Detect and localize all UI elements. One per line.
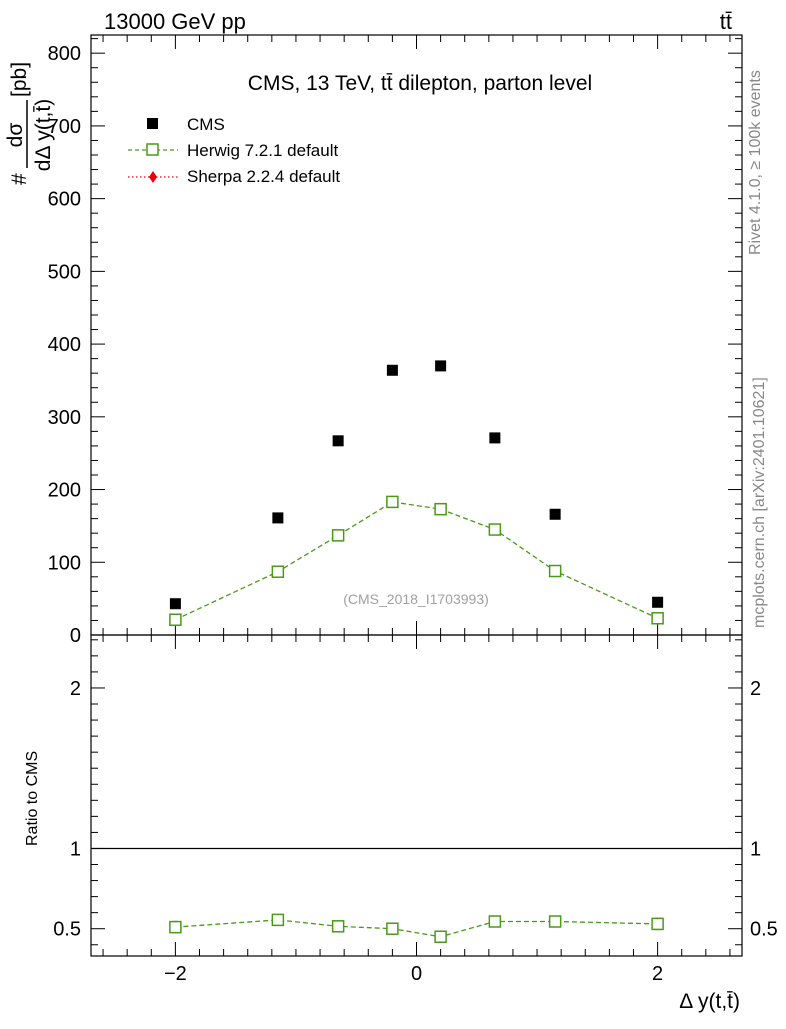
ratio-herwig-point [331, 920, 345, 933]
ratio-series [169, 913, 664, 943]
watermark: (CMS_2018_I1703993) [343, 591, 489, 607]
cms-point [272, 512, 284, 524]
legend-herwig-label: Herwig 7.2.1 default [187, 141, 338, 160]
y-tick-label: 200 [48, 480, 81, 502]
ratio-herwig-point [386, 922, 399, 935]
herwig-line [175, 501, 658, 621]
y-axis-label-ratio: Ratio to CMS [24, 751, 41, 846]
y-tick-label: 700 [48, 116, 81, 138]
y-tick-label: 600 [48, 189, 81, 211]
legend-herwig-marker [146, 143, 159, 156]
ratio-tick-label: 1 [70, 838, 81, 860]
herwig-point [331, 529, 345, 542]
x-tick-label: 2 [652, 963, 663, 985]
ratio-tick-label-right: 0.5 [750, 919, 778, 941]
x-axis-label: Δ y(t,t̄) [679, 990, 740, 1013]
y-tick-label: 300 [48, 407, 81, 429]
ratio-herwig-point [169, 920, 182, 934]
y-tick-label: 100 [48, 552, 81, 574]
mcplots-label: mcplots.cern.ch [arXiv:2401.10621] [751, 377, 768, 628]
y-tick-label: 400 [48, 334, 81, 356]
ratio-herwig-point [488, 915, 502, 928]
ratio-herwig-line [175, 919, 658, 938]
chart-title: CMS, 13 TeV, tt̄ dilepton, parton level [248, 72, 592, 95]
cms-point [169, 598, 181, 610]
y-axis-label-top: # dσ dΔ y(t,t̄) [pb] [4, 62, 55, 185]
cms-point [386, 364, 398, 376]
herwig-point [169, 613, 182, 626]
y-tick-label: 800 [48, 43, 81, 65]
cms-series [169, 360, 664, 610]
ylabel-numerator: dσ [4, 123, 27, 148]
header-left: 13000 GeV pp [104, 9, 246, 34]
header-right: tt̄ [720, 9, 732, 34]
legend-sherpa-marker [149, 171, 157, 183]
ylabel-unit: [pb] [8, 62, 31, 97]
cms-point [652, 596, 664, 608]
ratio-panel-frame [90, 634, 743, 957]
cms-point [489, 432, 501, 444]
legend: CMS Herwig 7.2.1 default Sherpa 2.2.4 de… [128, 115, 340, 186]
herwig-point [271, 565, 285, 578]
legend-cms-label: CMS [187, 115, 225, 134]
top-axis-ticks: 0 100 200 300 400 500 600 700 800 [48, 38, 742, 647]
cms-point [435, 360, 447, 372]
y-tick-label: 0 [70, 625, 81, 647]
legend-sherpa-label: Sherpa 2.2.4 default [187, 167, 340, 186]
herwig-point [548, 564, 562, 578]
y-tick-label: 500 [48, 261, 81, 283]
ratio-axis-ticks: 0.5 0.5 1 1 2 2 [53, 639, 778, 946]
ratio-herwig-point [434, 930, 447, 943]
herwig-series [169, 495, 664, 626]
herwig-point [386, 495, 399, 509]
ratio-herwig-point [651, 917, 664, 931]
ylabel-prefix: # [8, 173, 31, 185]
ratio-tick-label: 0.5 [53, 919, 81, 941]
x-tick-label: 0 [411, 963, 422, 985]
legend-cms-marker [147, 118, 158, 129]
ratio-tick-label-right: 1 [750, 838, 761, 860]
x-tick-label: −2 [164, 963, 187, 985]
ratio-tick-label: 2 [70, 678, 81, 700]
cms-point [549, 508, 561, 520]
ratio-tick-label-right: 2 [750, 678, 761, 700]
cms-point [332, 435, 344, 447]
ratio-herwig-point [271, 913, 285, 927]
rivet-label: Rivet 4.1.0, ≥ 100k events [747, 70, 764, 255]
herwig-point [488, 523, 502, 536]
herwig-point [651, 612, 664, 625]
ylabel-denominator: dΔ y(t,t̄) [32, 99, 55, 171]
herwig-point [434, 502, 447, 516]
ratio-herwig-point [548, 915, 562, 928]
